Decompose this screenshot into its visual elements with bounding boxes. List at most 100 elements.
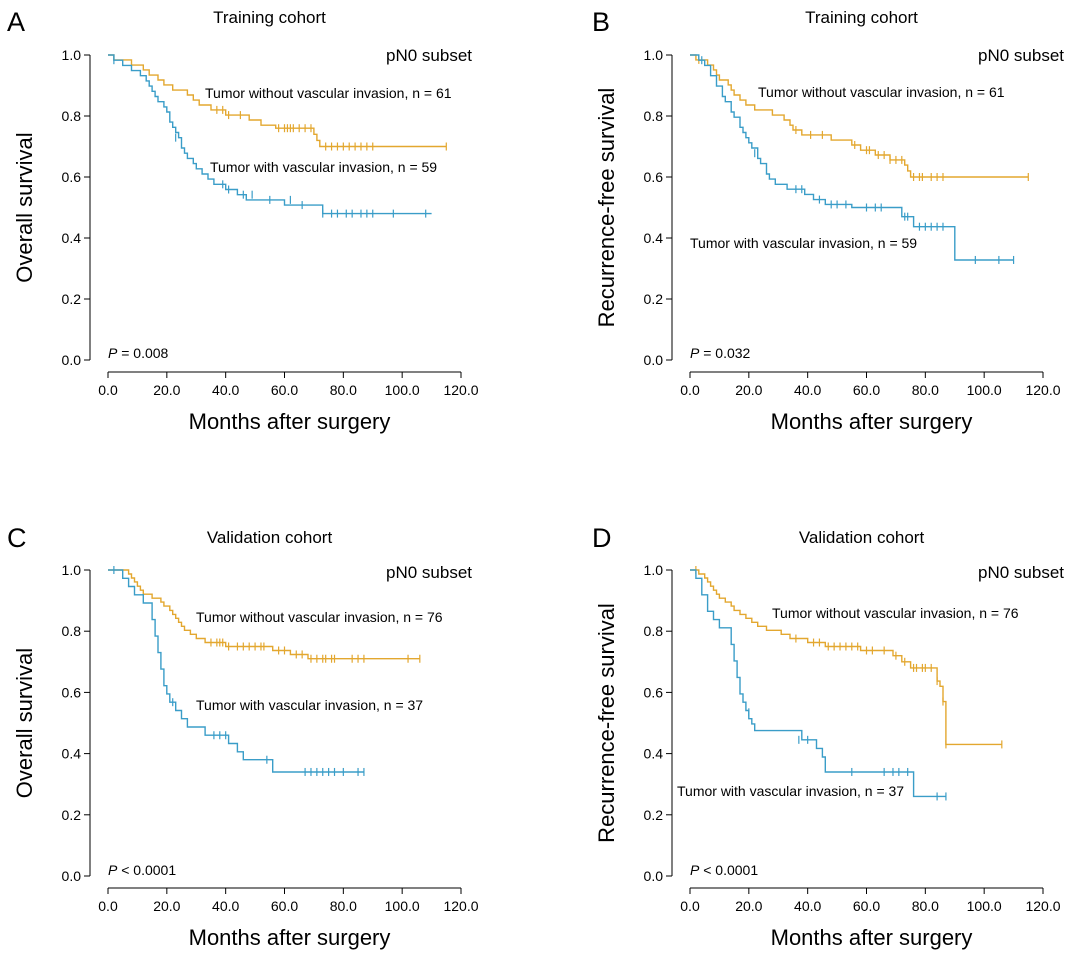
panel-d: D Validation cohort pN0 subset 0.0 20.0 40.0 6…	[592, 523, 1064, 950]
y-tick-label: 0.0	[644, 868, 664, 884]
panel-title: Training cohort	[213, 8, 326, 27]
series-label: Tumor with vascular invasion, n = 59	[210, 159, 437, 175]
y-tick-label: 0.4	[62, 230, 82, 246]
y-axis-title: Recurrence-free survival	[594, 603, 619, 843]
y-tick-label: 1.0	[62, 47, 82, 63]
axes: 0.0 20.0 40.0 60.0 80.0 100.0 120.0 0.0 0.2 0.4 0.…	[644, 562, 1061, 914]
y-tick-label: 0.8	[644, 108, 664, 124]
series-with-vi	[108, 566, 365, 776]
survival-curve	[690, 54, 1014, 261]
x-axis-title: Months after surgery	[189, 409, 391, 434]
axes: 0.0 20.0 40.0 60.0 80.0 100.0 120.0 0.0 0.2 0.4 0.…	[62, 47, 479, 398]
series-label: Tumor with vascular invasion, n = 37	[196, 697, 423, 713]
p-symbol: P	[108, 345, 118, 361]
x-axis-title: Months after surgery	[189, 925, 391, 950]
x-tick-label: 120.0	[443, 382, 478, 398]
y-tick-label: 1.0	[644, 47, 664, 63]
x-tick-label: 80.0	[330, 898, 357, 914]
subset-label: pN0 subset	[978, 563, 1064, 582]
x-tick-label: 40.0	[794, 382, 821, 398]
series-without-vi	[108, 54, 447, 151]
x-tick-label: 120.0	[1025, 898, 1060, 914]
series-label: Tumor without vascular invasion, n = 61	[758, 84, 1005, 100]
y-axis-title: Recurrence-free survival	[594, 88, 619, 328]
x-tick-label: 80.0	[330, 382, 357, 398]
p-value: P < 0.0001	[108, 862, 176, 878]
y-tick-label: 0.4	[644, 230, 664, 246]
series-label: Tumor with vascular invasion, n = 59	[690, 235, 917, 251]
x-tick-label: 100.0	[967, 898, 1002, 914]
y-tick-label: 0.0	[62, 868, 82, 884]
series-with-vi	[690, 569, 947, 801]
x-tick-label: 100.0	[385, 898, 420, 914]
x-tick-label: 120.0	[1025, 382, 1060, 398]
panel-b: B Training cohort pN0 subset 0.0 20.0 40.0 60.…	[592, 7, 1064, 434]
x-tick-label: 20.0	[153, 898, 180, 914]
p-value-text: = 0.008	[117, 345, 168, 361]
y-tick-label: 0.2	[62, 807, 82, 823]
x-tick-label: 0.0	[98, 898, 118, 914]
x-tick-label: 120.0	[443, 898, 478, 914]
x-tick-label: 100.0	[967, 382, 1002, 398]
y-tick-label: 0.0	[62, 352, 82, 368]
series-label: Tumor without vascular invasion, n = 76	[772, 605, 1019, 621]
p-symbol: P	[108, 862, 118, 878]
y-tick-label: 0.6	[62, 684, 82, 700]
x-tick-label: 60.0	[853, 382, 880, 398]
x-tick-label: 20.0	[735, 382, 762, 398]
y-tick-label: 0.2	[644, 291, 664, 307]
survival-curve	[690, 569, 1002, 746]
y-tick-label: 1.0	[62, 562, 82, 578]
panel-title: Training cohort	[805, 8, 918, 27]
p-symbol: P	[690, 862, 700, 878]
survival-curve	[108, 569, 420, 660]
panel-letter: A	[7, 7, 25, 37]
y-tick-label: 0.2	[62, 291, 82, 307]
x-axis-title: Months after surgery	[771, 409, 973, 434]
y-tick-label: 0.4	[644, 746, 664, 762]
series-with-vi	[690, 54, 1015, 264]
panel-letter: C	[7, 523, 27, 553]
y-tick-label: 0.0	[644, 352, 664, 368]
p-value: P < 0.0001	[690, 862, 758, 878]
series-label: Tumor with vascular invasion, n = 37	[677, 783, 904, 799]
p-symbol: P	[690, 345, 700, 361]
subset-label: pN0 subset	[386, 46, 472, 65]
subset-label: pN0 subset	[386, 563, 472, 582]
panel-title: Validation cohort	[207, 528, 333, 547]
series-with-vi	[108, 54, 432, 218]
series-label: Tumor without vascular invasion, n = 61	[205, 85, 452, 101]
x-tick-label: 80.0	[912, 898, 939, 914]
survival-curve	[108, 54, 432, 215]
x-tick-label: 40.0	[212, 898, 239, 914]
series-without-vi	[690, 566, 1003, 749]
axes: 0.0 20.0 40.0 60.0 80.0 100.0 120.0 0.0 0.2 0.4 0.…	[62, 562, 479, 914]
p-value-text: < 0.0001	[699, 862, 758, 878]
x-tick-label: 40.0	[794, 898, 821, 914]
x-tick-label: 60.0	[271, 382, 298, 398]
x-axis-title: Months after surgery	[771, 925, 973, 950]
p-value: P = 0.032	[690, 345, 751, 361]
p-value-text: < 0.0001	[117, 862, 176, 878]
x-tick-label: 20.0	[153, 382, 180, 398]
axes: 0.0 20.0 40.0 60.0 80.0 100.0 120.0 0.0 0.2 0.4 0.…	[644, 47, 1061, 398]
y-tick-label: 0.8	[62, 108, 82, 124]
x-tick-label: 0.0	[680, 898, 700, 914]
x-tick-label: 0.0	[98, 382, 118, 398]
x-tick-label: 40.0	[212, 382, 239, 398]
panel-c: C Validation cohort pN0 subset 0.0 20.0 40.0 6…	[7, 523, 479, 950]
series-without-vi	[108, 569, 421, 663]
y-axis-title: Overall survival	[12, 648, 37, 798]
x-tick-label: 20.0	[735, 898, 762, 914]
y-axis-title: Overall survival	[12, 132, 37, 282]
series-without-vi	[690, 54, 1029, 181]
y-tick-label: 0.6	[62, 169, 82, 185]
p-value: P = 0.008	[108, 345, 169, 361]
x-tick-label: 80.0	[912, 382, 939, 398]
panel-a: A Training cohort pN0 subset 0.0 20.0 40.0 60.…	[7, 7, 479, 434]
y-tick-label: 0.4	[62, 746, 82, 762]
panel-letter: D	[592, 523, 612, 553]
panel-title: Validation cohort	[799, 528, 925, 547]
x-tick-label: 100.0	[385, 382, 420, 398]
survival-curve	[690, 569, 946, 798]
